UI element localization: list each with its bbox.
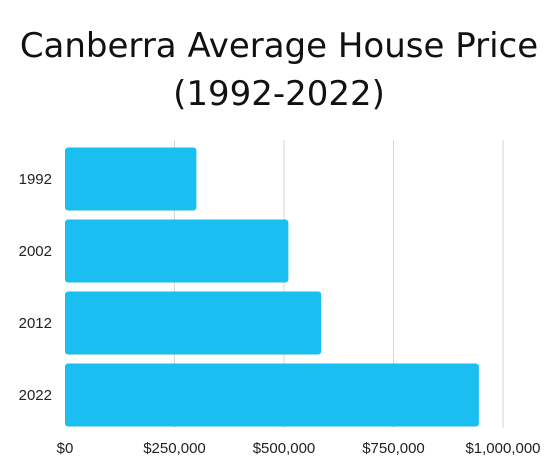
x-tick-label-4: $1,000,000	[465, 440, 540, 457]
bar-1992	[65, 147, 197, 211]
bar-2022	[65, 363, 479, 427]
bar-2012	[65, 291, 322, 355]
x-tick-label-1: $250,000	[143, 440, 206, 457]
y-tick-label-2002: 2002	[19, 243, 52, 260]
bars	[65, 147, 479, 427]
chart-title: Canberra Average House Price (1992-2022)	[0, 22, 558, 118]
chart-title-line1: Canberra Average House Price	[19, 26, 539, 66]
x-tick-label-2: $500,000	[253, 440, 316, 457]
y-tick-label-2012: 2012	[19, 315, 52, 332]
x-axis-labels: $0 $250,000 $500,000 $750,000 $1,000,000	[57, 440, 541, 457]
x-tick-label-3: $750,000	[362, 440, 425, 457]
chart-title-line2: (1992-2022)	[173, 74, 385, 114]
x-tick-label-0: $0	[57, 440, 74, 457]
bar-2002	[65, 219, 289, 283]
y-tick-label-2022: 2022	[19, 387, 52, 404]
y-axis-labels: 1992 2002 2012 2022	[19, 171, 52, 404]
y-tick-label-1992: 1992	[19, 171, 52, 188]
